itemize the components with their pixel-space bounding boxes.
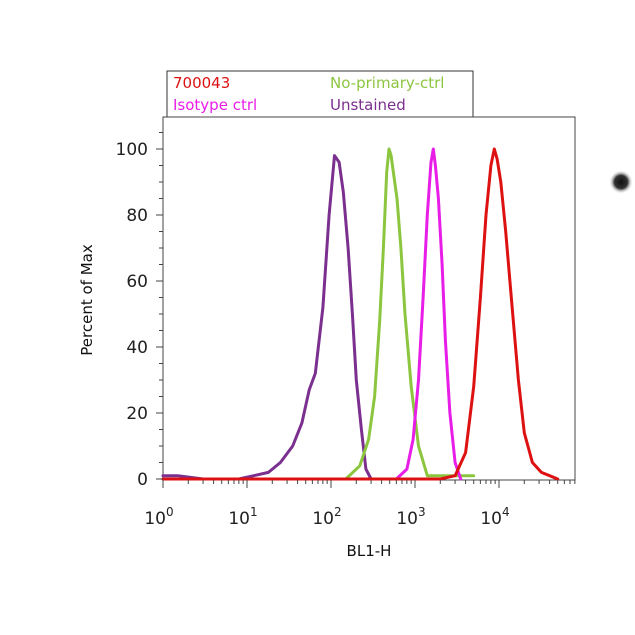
x-tick-label: 101 (228, 505, 257, 529)
series-layer (161, 147, 560, 481)
y-tick-label: 20 (126, 404, 148, 424)
legend-label-700043: 700043 (173, 74, 230, 92)
x-tick-label: 100 (144, 505, 173, 529)
y-tick-label: 80 (126, 206, 148, 226)
y-tick-label: 60 (126, 272, 148, 292)
series-line-no-primary-ctrl (344, 147, 476, 481)
y-axis: 0 20 40 60 80 100 (116, 132, 163, 490)
x-tick-label: 104 (480, 505, 509, 529)
x-axis-title: BL1-H (347, 542, 392, 560)
plot-frame (162, 116, 576, 481)
y-axis-title: Percent of Max (78, 244, 96, 356)
x-tick-label: 103 (396, 505, 425, 529)
y-tick-label: 40 (126, 338, 148, 358)
legend-label-isotype-ctrl: Isotype ctrl (173, 96, 257, 114)
series-line-isotype-ctrl (394, 147, 463, 481)
x-tick-label: 102 (312, 505, 341, 529)
legend-label-unstained: Unstained (330, 96, 406, 114)
decorative-dot-icon (609, 170, 633, 194)
y-tick-label: 0 (137, 470, 148, 490)
y-tick-label: 100 (116, 140, 148, 160)
legend: 700043 No-primary-ctrl Isotype ctrl Unst… (166, 70, 474, 118)
legend-label-no-primary-ctrl: No-primary-ctrl (330, 74, 444, 92)
legend-frame (166, 70, 474, 118)
series-line-unstained (161, 154, 373, 481)
x-axis: 100 101 102 103 104 (144, 480, 576, 529)
series-line-700043 (161, 147, 560, 481)
